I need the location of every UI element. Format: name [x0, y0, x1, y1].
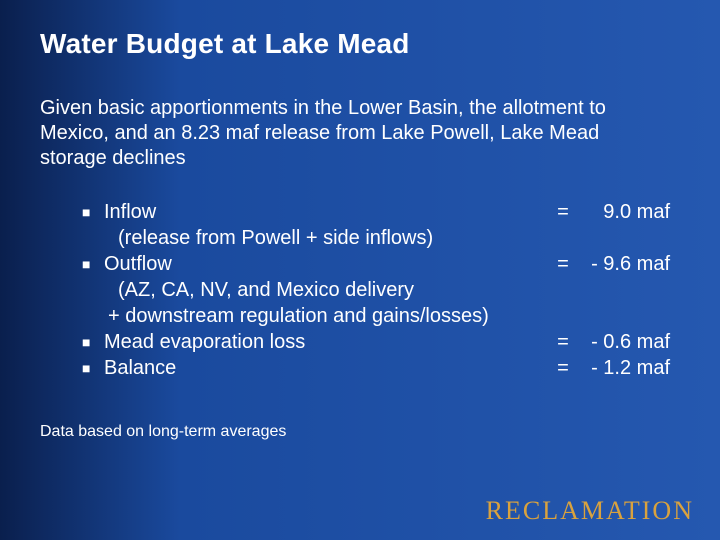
list-item: ■ Inflow = 9.0 maf: [82, 199, 670, 225]
item-label: Inflow: [104, 199, 548, 225]
intro-paragraph: Given basic apportionments in the Lower …: [40, 96, 680, 171]
list-item: ■ Balance = - 1.2 maf: [82, 355, 670, 381]
item-subline: (release from Powell + side inflows): [82, 225, 670, 251]
subline-text: + downstream regulation and gains/losses…: [104, 303, 670, 329]
equals-sign: =: [548, 355, 578, 381]
item-value: 9.0 maf: [578, 199, 670, 225]
bullet-icon: ■: [82, 251, 104, 277]
slide-title: Water Budget at Lake Mead: [40, 28, 680, 60]
item-subline: (AZ, CA, NV, and Mexico delivery: [82, 277, 670, 303]
subline-text: (release from Powell + side inflows): [104, 225, 670, 251]
item-value: - 9.6 maf: [578, 251, 670, 277]
equals-sign: =: [548, 329, 578, 355]
equals-sign: =: [548, 251, 578, 277]
brand-logo: RECLAMATION: [486, 496, 694, 526]
equals-sign: =: [548, 199, 578, 225]
bullet-icon: ■: [82, 329, 104, 355]
item-subline: + downstream regulation and gains/losses…: [82, 303, 670, 329]
item-value: - 0.6 maf: [578, 329, 670, 355]
footnote: Data based on long-term averages: [40, 423, 680, 441]
item-label: Outflow: [104, 251, 548, 277]
slide: Water Budget at Lake Mead Given basic ap…: [0, 0, 720, 540]
list-item: ■ Mead evaporation loss = - 0.6 maf: [82, 329, 670, 355]
list-item: ■ Outflow = - 9.6 maf: [82, 251, 670, 277]
subline-text: (AZ, CA, NV, and Mexico delivery: [104, 277, 670, 303]
item-label: Balance: [104, 355, 548, 381]
bullet-icon: ■: [82, 355, 104, 381]
item-value: - 1.2 maf: [578, 355, 670, 381]
item-label: Mead evaporation loss: [104, 329, 548, 355]
bullet-list: ■ Inflow = 9.0 maf (release from Powell …: [40, 199, 680, 381]
bullet-icon: ■: [82, 199, 104, 225]
